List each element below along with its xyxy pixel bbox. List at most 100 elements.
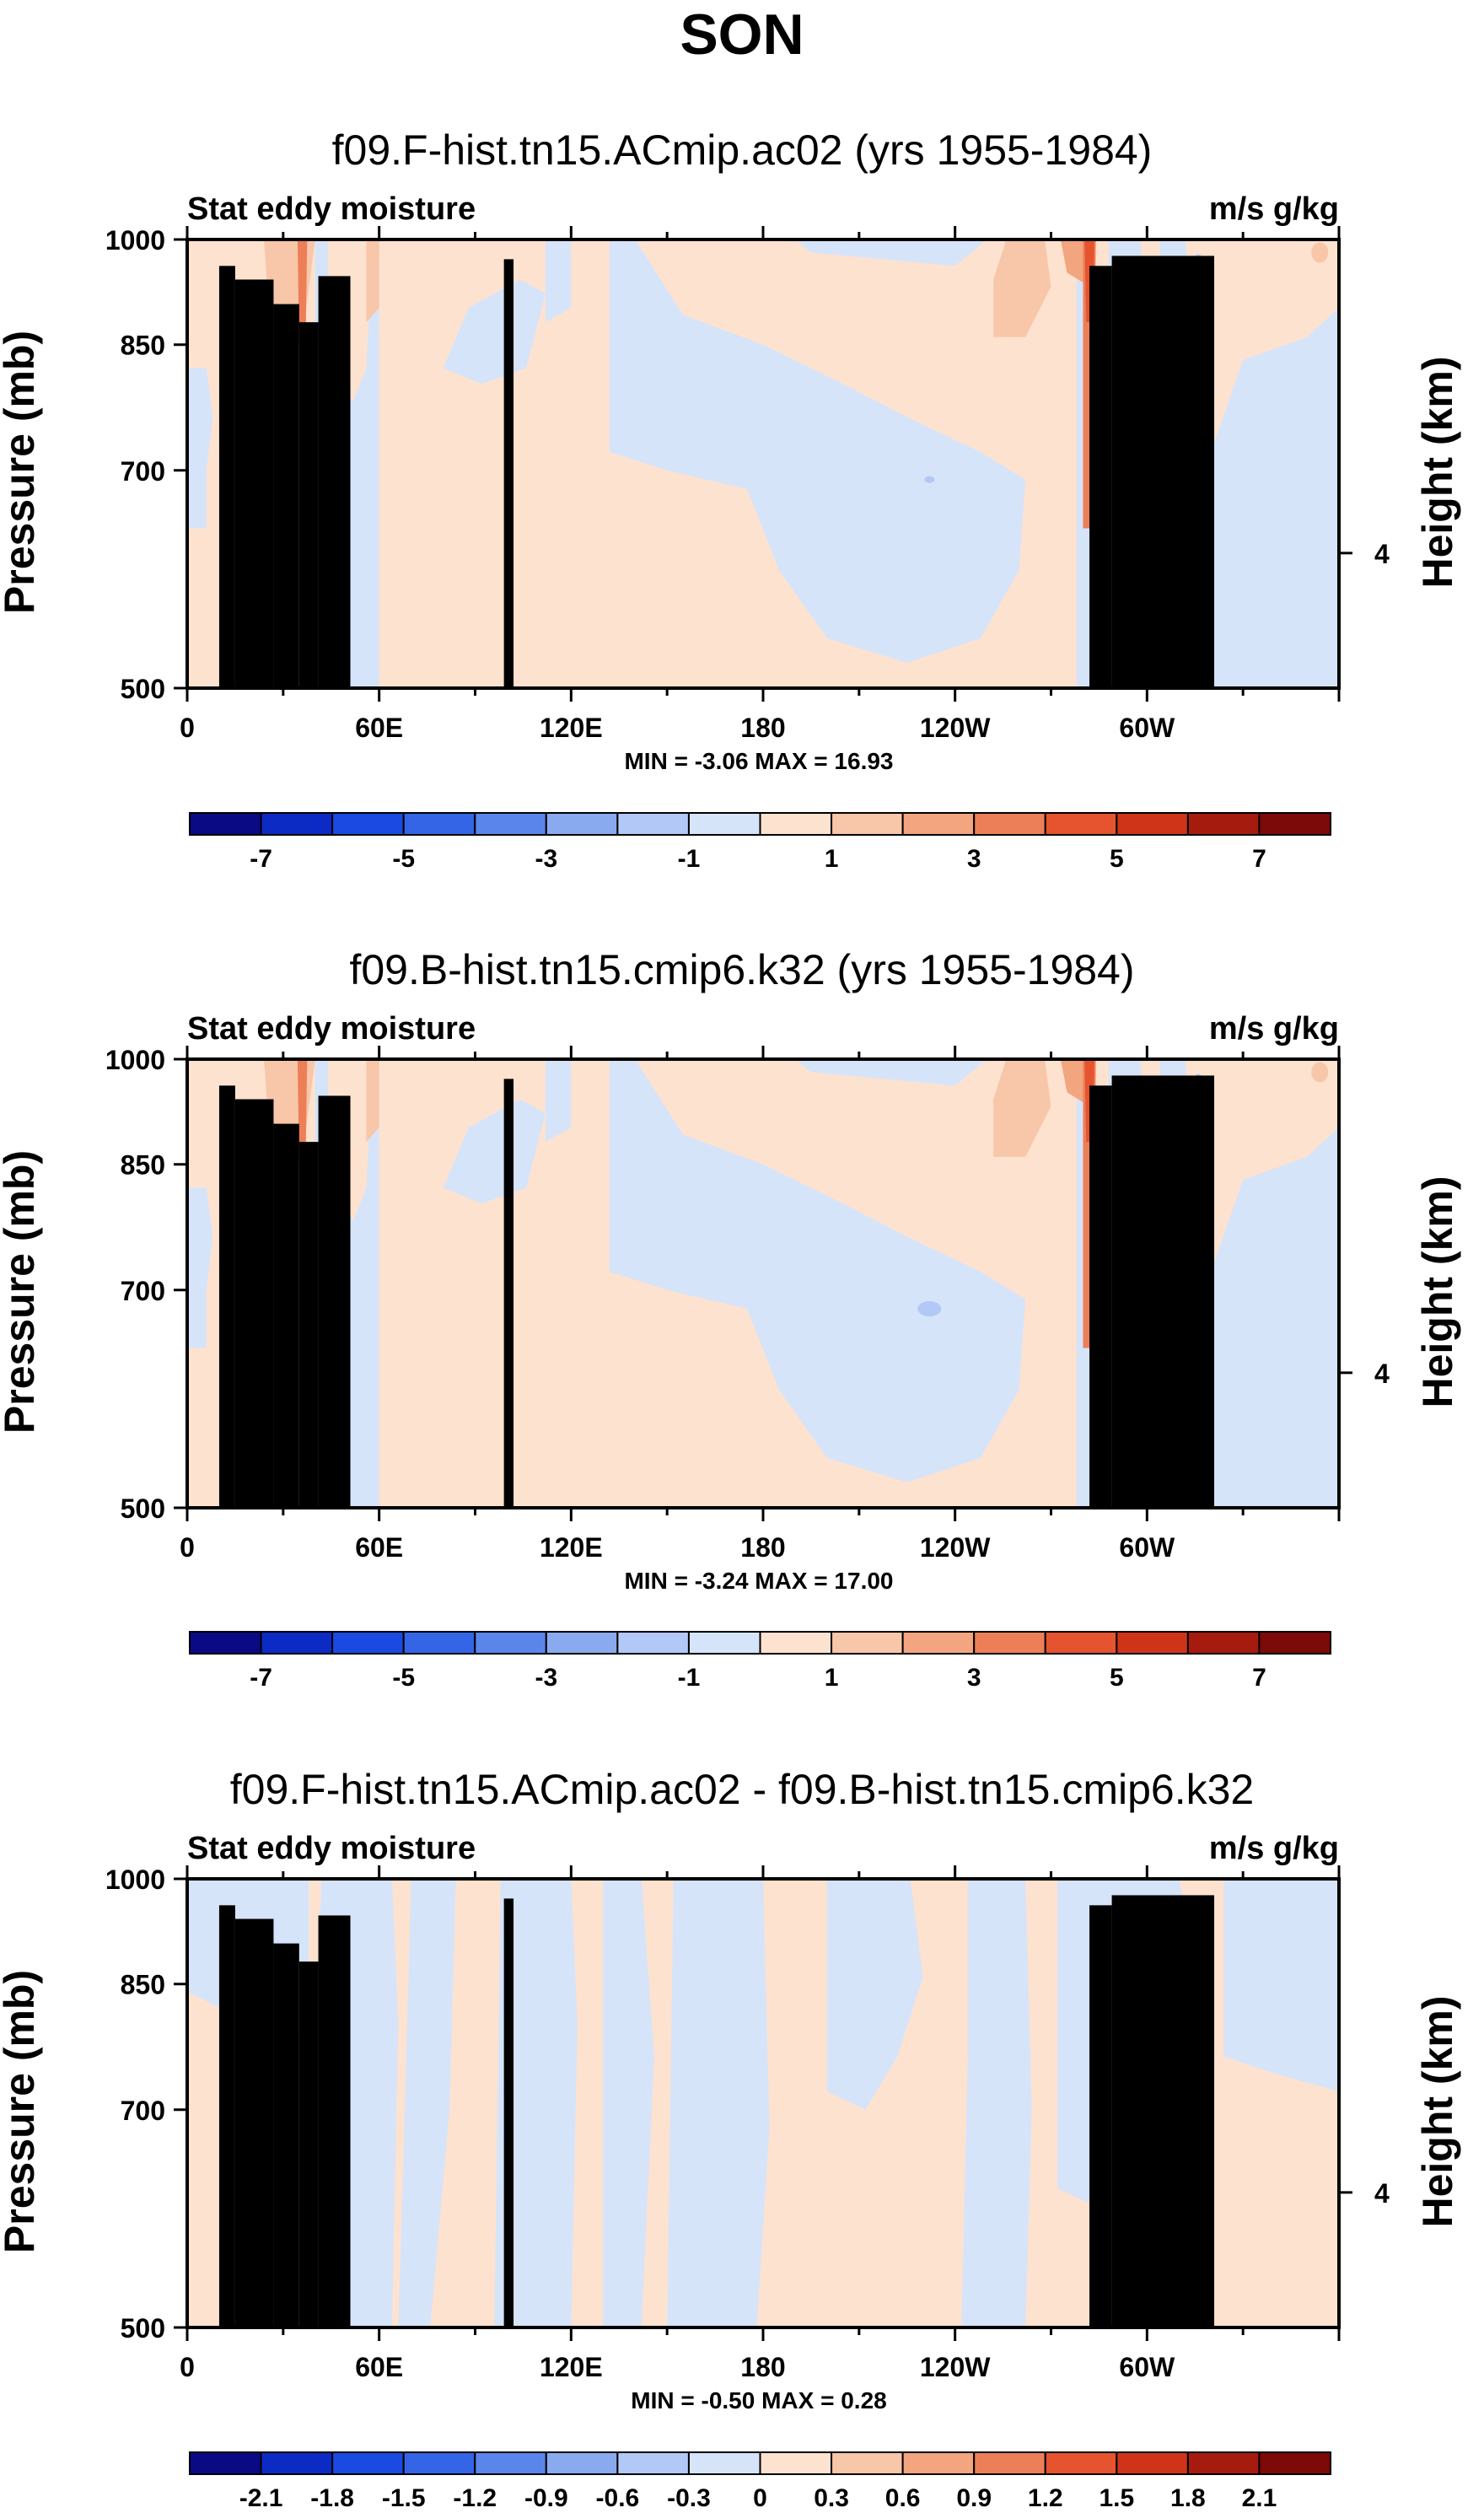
y-tick-label: 1000 — [105, 1865, 165, 1895]
colorbar-box — [1258, 812, 1331, 836]
colorbar-box — [189, 1631, 262, 1655]
colorbar-label: -3 — [535, 845, 557, 873]
colorbar-box — [545, 812, 619, 836]
contour-region — [398, 1879, 456, 2327]
main-title: SON — [680, 3, 804, 67]
x-tick-label: 0 — [180, 713, 195, 743]
land-mask — [1089, 266, 1112, 688]
colorbar-box — [1116, 2451, 1189, 2475]
colorbar-label: -0.9 — [524, 2484, 568, 2509]
contour-region — [609, 1059, 1026, 1483]
colorbar-label: 2.1 — [1242, 2484, 1277, 2509]
contour-region — [545, 239, 572, 323]
colorbar-box — [474, 1631, 547, 1655]
colorbar-box — [973, 2451, 1046, 2475]
contour-region — [993, 239, 1051, 337]
colorbar-box — [402, 812, 476, 836]
colorbar-label: 1 — [825, 1664, 839, 1692]
land-mask — [1089, 1905, 1112, 2327]
land-mask — [298, 322, 319, 688]
colorbar-box — [545, 2451, 619, 2475]
min-max-label: MIN = -3.06 MAX = 16.93 — [624, 748, 893, 774]
contour-region — [961, 1879, 1032, 2327]
colorbar-box — [545, 1631, 619, 1655]
panel-title: f09.F-hist.tn15.ACmip.ac02 (yrs 1955-198… — [332, 126, 1153, 174]
left-string: Stat eddy moisture — [187, 191, 476, 227]
colorbar-label: -1.2 — [453, 2484, 497, 2509]
contour-region — [366, 239, 379, 323]
colorbar-label: 3 — [967, 1664, 981, 1692]
min-max-label: MIN = -3.24 MAX = 17.00 — [624, 1568, 893, 1594]
contour-region — [993, 1059, 1051, 1157]
colorbar-box — [260, 1631, 334, 1655]
contour-region — [494, 1879, 578, 2327]
y-tick-label: 1000 — [105, 225, 165, 256]
colorbar-box — [1258, 2451, 1331, 2475]
colorbar-label: -5 — [392, 845, 415, 873]
left-string: Stat eddy moisture — [187, 1831, 476, 1866]
colorbar-box — [831, 812, 904, 836]
y-tick-label: 700 — [121, 456, 165, 487]
land-mask — [298, 1142, 319, 1508]
x-tick-label: 120W — [920, 2352, 991, 2382]
min-max-label: MIN = -0.50 MAX = 0.28 — [631, 2387, 886, 2413]
colorbar-label: -1 — [678, 845, 701, 873]
panel-title: f09.B-hist.tn15.cmip6.k32 (yrs 1955-1984… — [349, 946, 1134, 993]
colorbar-box — [759, 812, 833, 836]
colorbar-label: 5 — [1110, 845, 1124, 873]
colorbar-box — [331, 2451, 405, 2475]
y-right-axis-title: Height (km) — [1414, 1996, 1461, 2228]
right-string: m/s g/kg — [1209, 1011, 1339, 1047]
x-tick-label: 120E — [540, 2352, 603, 2382]
y-tick-label: 700 — [121, 1276, 165, 1306]
contour-region — [794, 1059, 987, 1086]
contour-region — [545, 1059, 572, 1143]
y-axis-title: Pressure (mb) — [0, 331, 43, 614]
colorbar-box — [1116, 1631, 1189, 1655]
x-tick-label: 0 — [180, 1532, 195, 1563]
colorbar-label: -7 — [250, 1664, 272, 1692]
y-tick-label: 500 — [121, 674, 165, 704]
colorbar-label: 1 — [825, 845, 839, 873]
colorbar-box — [901, 812, 976, 836]
land-mask — [318, 1095, 351, 1508]
panel-3: f09.F-hist.tn15.ACmip.ac02 - f09.B-hist.… — [0, 1766, 1461, 2512]
contour-region — [603, 1879, 654, 2327]
left-string: Stat eddy moisture — [187, 1011, 476, 1047]
colorbar-label: 0.9 — [956, 2484, 992, 2509]
contour-region — [667, 1879, 770, 2327]
y-tick-label: 850 — [121, 331, 165, 361]
y-axis-title: Pressure (mb) — [0, 1970, 43, 2253]
colorbar-box — [973, 1631, 1046, 1655]
land-mask — [218, 266, 235, 688]
colorbar-label: 5 — [1110, 1664, 1124, 1692]
colorbar-box — [331, 1631, 405, 1655]
colorbar-box — [189, 2451, 262, 2475]
x-tick-label: 120W — [920, 1532, 991, 1563]
land-mask — [218, 1905, 235, 2327]
x-tick-label: 60E — [355, 2352, 403, 2382]
colorbar-label: -5 — [392, 1664, 415, 1692]
contour-region — [917, 1301, 942, 1317]
colorbar-box — [616, 812, 690, 836]
contour-field — [187, 239, 1339, 688]
colorbar-label: 1.5 — [1099, 2484, 1134, 2509]
colorbar-box — [1044, 812, 1118, 836]
contour-region — [443, 279, 546, 385]
x-tick-label: 180 — [740, 2352, 785, 2382]
colorbar-box — [260, 2451, 334, 2475]
land-mask — [1089, 1085, 1112, 1508]
y-right-tick-label: 4 — [1374, 2178, 1390, 2209]
colorbar-label: 3 — [967, 845, 981, 873]
land-mask — [298, 1961, 319, 2327]
panel-1: f09.F-hist.tn15.ACmip.ac02 (yrs 1955-198… — [0, 126, 1461, 873]
colorbar-box — [901, 1631, 976, 1655]
colorbar-label: 0 — [753, 2484, 767, 2509]
colorbar-box — [474, 2451, 547, 2475]
y-right-tick-label: 4 — [1374, 539, 1390, 569]
panel-2: f09.B-hist.tn15.cmip6.k32 (yrs 1955-1984… — [0, 946, 1461, 1692]
colorbar-box — [1186, 2451, 1261, 2475]
colorbar-box — [616, 2451, 690, 2475]
contour-region — [443, 1099, 546, 1204]
